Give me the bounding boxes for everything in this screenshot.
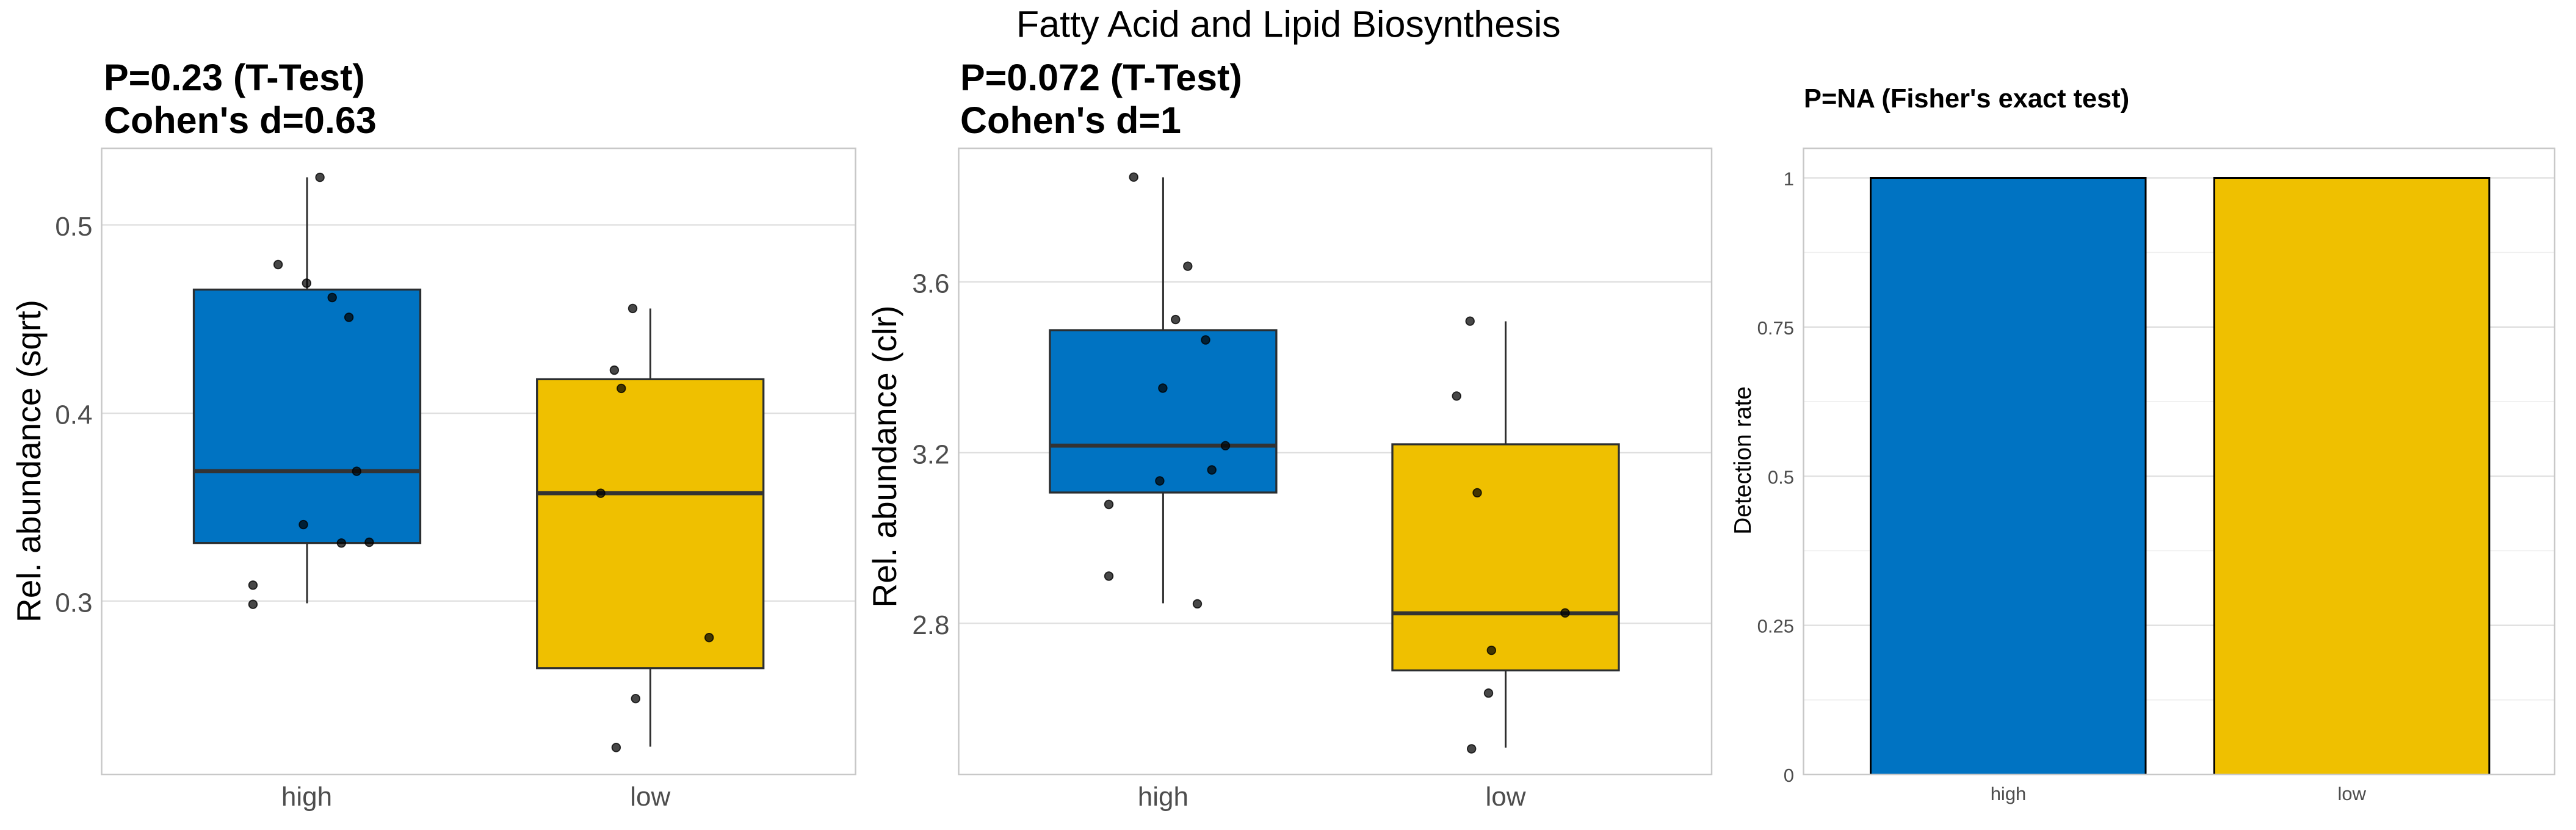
svg-text:0.4: 0.4 (55, 400, 92, 430)
svg-text:high: high (1138, 782, 1189, 812)
svg-text:3.2: 3.2 (912, 439, 949, 469)
svg-text:Rel. abundance (clr): Rel. abundance (clr) (866, 305, 903, 607)
svg-text:2.8: 2.8 (912, 610, 949, 640)
svg-text:Rel. abundance (sqrt): Rel. abundance (sqrt) (10, 300, 48, 622)
svg-text:P=NA (Fisher's exact test): P=NA (Fisher's exact test) (1804, 84, 2129, 114)
svg-text:Detection rate: Detection rate (1730, 386, 1756, 535)
svg-text:high: high (281, 782, 332, 812)
svg-text:0.25: 0.25 (1757, 616, 1794, 637)
svg-text:0.75: 0.75 (1757, 317, 1794, 339)
svg-text:Cohen's d=1: Cohen's d=1 (960, 99, 1181, 141)
svg-text:high: high (1991, 783, 2027, 804)
svg-text:low: low (630, 782, 670, 812)
svg-text:0.5: 0.5 (1768, 466, 1794, 488)
svg-text:1: 1 (1784, 168, 1794, 190)
svg-text:P=0.23 (T-Test): P=0.23 (T-Test) (104, 57, 365, 98)
svg-text:Cohen's d=0.63: Cohen's d=0.63 (104, 99, 377, 141)
svg-text:Fatty Acid and Lipid Biosynthe: Fatty Acid and Lipid Biosynthesis (1016, 4, 1561, 45)
svg-text:3.6: 3.6 (912, 269, 949, 298)
svg-text:low: low (1485, 782, 1525, 812)
svg-text:low: low (2337, 783, 2366, 804)
svg-text:0.5: 0.5 (55, 212, 92, 242)
svg-text:P=0.072 (T-Test): P=0.072 (T-Test) (960, 57, 1242, 98)
svg-text:0.3: 0.3 (55, 588, 92, 618)
svg-text:0: 0 (1784, 765, 1794, 786)
